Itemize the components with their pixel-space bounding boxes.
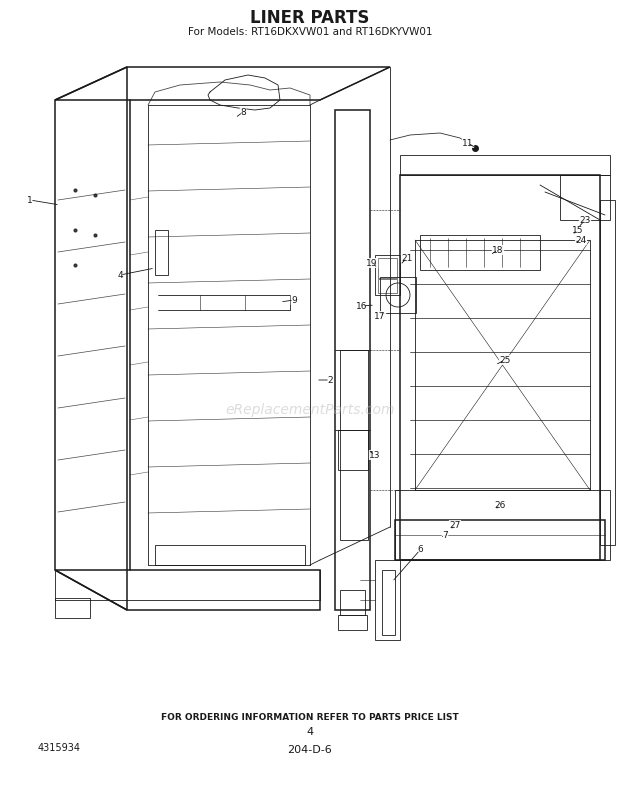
Text: 17: 17 [374,312,386,320]
Text: 16: 16 [356,301,368,311]
Text: 18: 18 [492,245,503,255]
Text: 9: 9 [291,296,297,305]
Text: 27: 27 [450,521,461,529]
Text: 24: 24 [575,235,587,245]
Text: 7: 7 [442,530,448,540]
Text: 2: 2 [327,376,333,384]
Text: LINER PARTS: LINER PARTS [250,9,370,27]
Text: For Models: RT16DKXVW01 and RT16DKYVW01: For Models: RT16DKXVW01 and RT16DKYVW01 [188,27,432,37]
Text: 15: 15 [572,226,584,234]
Text: 4315934: 4315934 [38,743,81,753]
Text: 4: 4 [117,271,123,279]
Text: 26: 26 [494,500,506,510]
Text: 23: 23 [579,215,591,225]
Text: FOR ORDERING INFORMATION REFER TO PARTS PRICE LIST: FOR ORDERING INFORMATION REFER TO PARTS … [161,713,459,723]
Text: 13: 13 [370,451,381,459]
Text: 25: 25 [499,356,511,365]
Text: 6: 6 [417,545,423,555]
Text: 8: 8 [240,107,246,117]
Text: 204-D-6: 204-D-6 [288,745,332,755]
Text: 21: 21 [401,253,413,263]
Text: 1: 1 [27,196,33,204]
Text: eReplacementParts.com: eReplacementParts.com [225,403,395,417]
Text: 19: 19 [366,259,378,267]
Text: 11: 11 [463,139,474,148]
Text: 4: 4 [306,727,314,737]
